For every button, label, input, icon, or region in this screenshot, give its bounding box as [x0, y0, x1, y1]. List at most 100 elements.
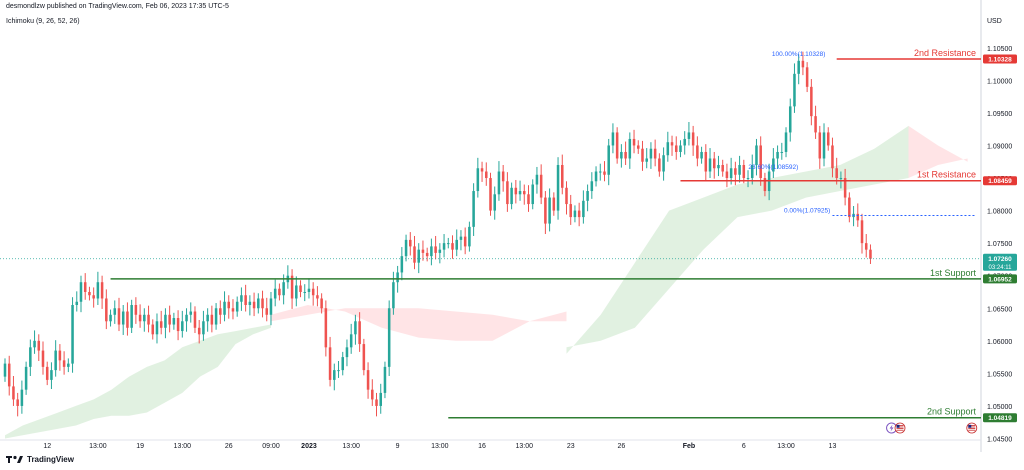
candle	[311, 282, 315, 306]
candle	[556, 157, 560, 220]
candle-body	[29, 347, 32, 367]
candle	[620, 144, 623, 168]
candle-body	[801, 60, 805, 68]
candle	[683, 131, 686, 155]
candle	[624, 141, 627, 165]
indicator-label[interactable]: Ichimoku (9, 26, 52, 26)	[6, 18, 80, 25]
candle-body	[164, 314, 167, 328]
candle	[860, 213, 864, 254]
candle	[510, 182, 513, 210]
candle	[379, 383, 383, 414]
candle	[210, 305, 214, 333]
candle	[603, 161, 606, 182]
candle-body	[666, 142, 670, 156]
candle-body	[400, 256, 404, 273]
candle-body	[506, 181, 509, 205]
candle-body	[839, 178, 843, 180]
candle-body	[151, 324, 155, 335]
candle	[818, 125, 822, 169]
resistance-1-tag-bg	[983, 176, 1017, 186]
candle	[88, 286, 91, 301]
candle-body	[712, 158, 716, 169]
candle-body	[455, 239, 458, 250]
candle-body	[307, 288, 311, 292]
candle-body	[278, 288, 281, 296]
candle-body	[818, 132, 822, 159]
candle	[734, 161, 737, 186]
candle	[750, 154, 754, 185]
candle	[691, 125, 695, 156]
candle	[349, 323, 353, 354]
candle-body	[265, 308, 269, 315]
candle-body	[476, 168, 480, 192]
candle	[295, 276, 298, 307]
price-tags: 1.10328 1.08459 1.06952 1.04819 1.07260 03:24…	[983, 54, 1017, 423]
candle-body	[793, 73, 796, 107]
candle-body	[37, 340, 41, 351]
candle-body	[96, 282, 100, 299]
candle-body	[45, 366, 49, 380]
candle	[784, 127, 788, 158]
candle	[181, 310, 184, 338]
candle	[434, 235, 437, 260]
candle-body	[311, 288, 315, 296]
candle-body	[527, 194, 530, 205]
candle-body	[67, 363, 70, 367]
candle	[459, 230, 463, 251]
candle	[16, 392, 19, 417]
candle-body	[725, 171, 729, 179]
x-tick-label: Feb	[683, 443, 695, 450]
candle	[223, 291, 226, 322]
candle	[569, 194, 572, 225]
candle	[58, 344, 62, 371]
candle-body	[632, 138, 636, 146]
candle	[79, 275, 83, 313]
candle-body	[62, 360, 66, 367]
candle-body	[333, 370, 336, 380]
candle-body	[109, 314, 112, 322]
candle-body	[856, 213, 860, 221]
candle	[333, 363, 336, 391]
candle	[864, 234, 868, 258]
candle-body	[717, 164, 720, 169]
x-tick-label: 26	[617, 443, 625, 450]
candle-body	[459, 236, 463, 240]
brand[interactable]: TradingView	[6, 455, 74, 464]
candle-body	[206, 314, 209, 322]
candle-body	[480, 168, 484, 172]
candle	[869, 244, 872, 264]
candle	[290, 269, 294, 309]
candle	[708, 148, 712, 179]
candle-body	[729, 168, 733, 179]
candle-body	[41, 350, 45, 367]
candle	[598, 163, 602, 181]
candle	[134, 297, 138, 324]
x-tick-label: 13:00	[431, 443, 449, 450]
candle-body	[387, 308, 391, 367]
candle-body	[413, 246, 416, 263]
candle-body	[653, 148, 657, 159]
candle-body	[704, 151, 708, 172]
candle-body	[143, 314, 146, 322]
candle-body	[848, 197, 851, 218]
x-tick-label: 12	[43, 443, 51, 450]
candle	[7, 355, 11, 396]
y-tick-label: 1.06000	[987, 339, 1012, 346]
candle	[476, 157, 480, 198]
candle-body	[379, 392, 383, 406]
cloud-segment	[908, 125, 968, 178]
candle	[531, 179, 534, 210]
flag-stripe	[896, 429, 904, 431]
event-circle	[894, 422, 906, 434]
candle-body	[409, 239, 412, 247]
y-tick-label: 1.09500	[987, 111, 1012, 118]
candle	[514, 179, 518, 204]
candle	[725, 163, 729, 188]
candle-body	[105, 298, 108, 322]
candle-body	[257, 298, 260, 309]
candle	[341, 351, 345, 376]
candle-body	[248, 301, 252, 306]
candle	[776, 145, 779, 169]
candle	[527, 185, 530, 212]
